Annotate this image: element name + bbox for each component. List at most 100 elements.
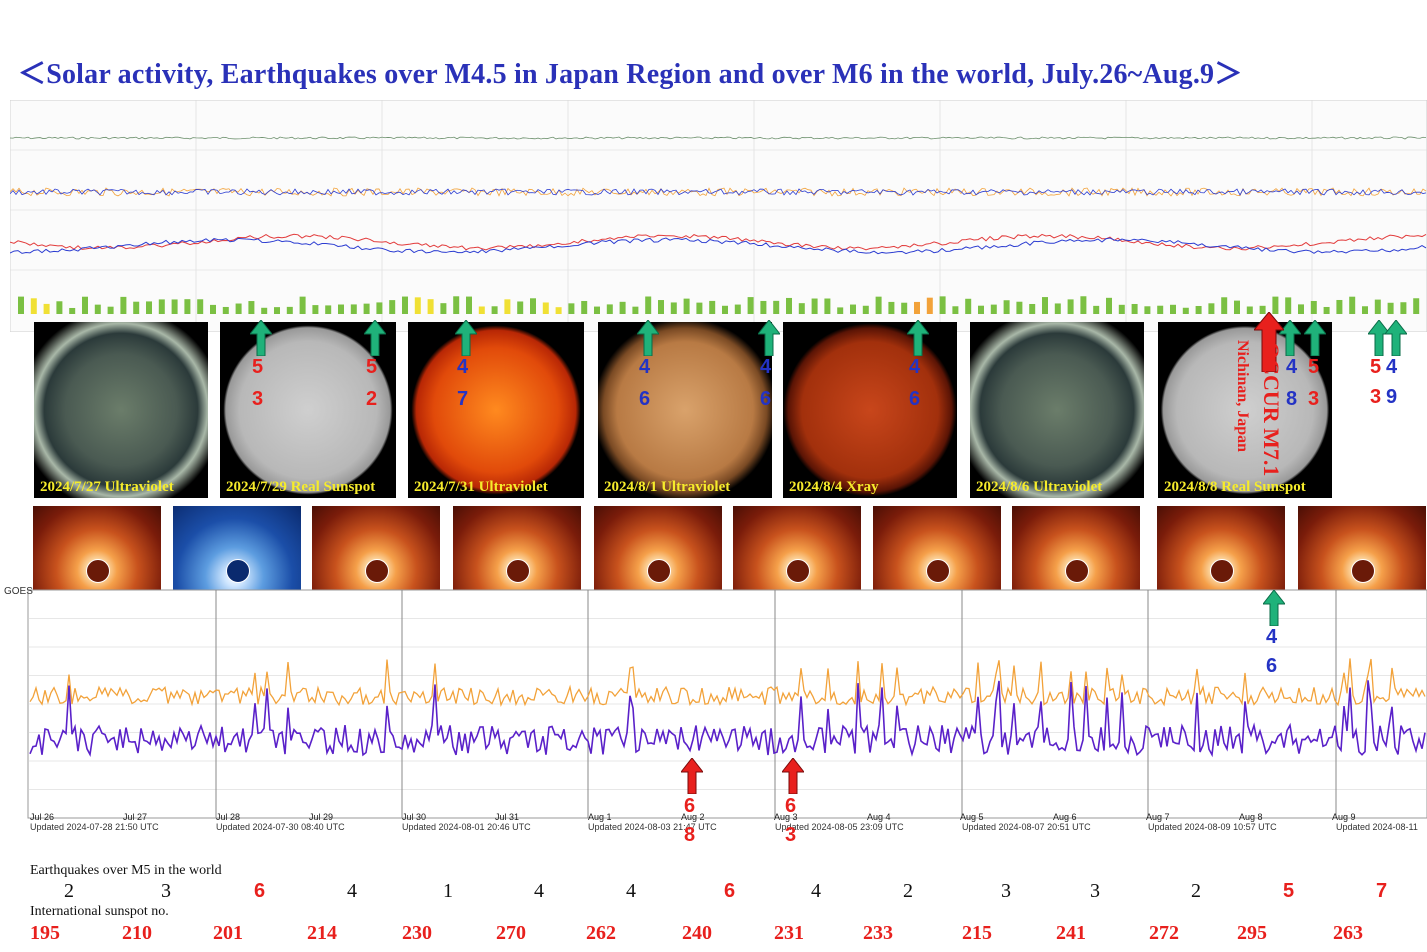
quake-world-count: 3	[1001, 880, 1011, 902]
quake-world-count: 3	[1090, 880, 1100, 902]
magnitude-digit: 4	[639, 356, 651, 378]
magnitude-digit: 2	[366, 388, 378, 410]
sunspot-number: 240	[682, 922, 712, 944]
magnitude-digit: 5	[252, 356, 264, 378]
solar-image-caption: 2024/8/1 Ultraviolet	[604, 479, 731, 495]
magnitude-digit: 3	[785, 824, 797, 846]
quake-world-count: 2	[64, 880, 74, 902]
sunspot-label: International sunspot no.	[30, 904, 169, 919]
occur-label: OCCUR M7.1	[1259, 342, 1284, 476]
occulter-disk	[1065, 559, 1089, 583]
solar-image-3: 2024/7/31 Ultraviolet	[408, 322, 584, 498]
magnitude-digit: 6	[639, 388, 651, 410]
sunspot-number: 201	[213, 922, 243, 944]
occulter-disk	[786, 559, 810, 583]
magnitude-digit: 4	[909, 356, 921, 378]
magnitude-digit: 4	[1386, 356, 1398, 378]
xray-tick-label: Aug 4	[867, 812, 891, 822]
green-arrow-10	[1385, 320, 1407, 356]
xray-tick-label: Jul 28	[216, 812, 241, 822]
xray-tick-label: Jul 27	[123, 812, 148, 822]
sunspot-number: 272	[1149, 922, 1179, 944]
quake-world-count: 4	[626, 880, 636, 902]
magnitude-digit: 3	[1370, 386, 1382, 408]
occulter-disk	[647, 559, 671, 583]
green-arrow-occur-below	[1263, 590, 1285, 626]
magnitude-digit: 5	[1308, 356, 1320, 378]
space-weather-strip	[10, 100, 1427, 332]
solar-image-7: 2024/8/8 Real Sunspot	[1158, 322, 1332, 498]
magnitude-digit: 4	[760, 356, 772, 378]
quake-world-count: 5	[1283, 880, 1295, 902]
xray-tick-label: Aug 9	[1332, 812, 1356, 822]
red-arrow-xray-2	[782, 758, 804, 794]
quake-world-count: 7	[1376, 880, 1388, 902]
magnitude-digit: 4	[457, 356, 469, 378]
quake-world-count: 2	[1191, 880, 1201, 902]
quake-world-count: 4	[347, 880, 357, 902]
magnitude-digit: 3	[1308, 388, 1320, 410]
sunspot-number: 195	[30, 922, 60, 944]
green-arrow-2	[364, 320, 386, 356]
xray-tick-label: Aug 8	[1239, 812, 1263, 822]
occulter-disk	[226, 559, 250, 583]
solar-image-caption: 2024/7/29 Real Sunspot	[226, 479, 376, 495]
quake-world-count: 3	[161, 880, 171, 902]
solar-image-6: 2024/8/6 Ultraviolet	[970, 322, 1144, 498]
magnitude-digit: 6	[785, 795, 797, 817]
xray-tick-label: Aug 5	[960, 812, 984, 822]
sunspot-number: 215	[962, 922, 992, 944]
magnitude-digit: 5	[366, 356, 378, 378]
sunspot-number: 295	[1237, 922, 1267, 944]
magnitude-digit: 7	[457, 388, 469, 410]
magnitude-digit: 3	[252, 388, 264, 410]
sunspot-number: 263	[1333, 922, 1363, 944]
green-arrow-1	[250, 320, 272, 356]
magnitude-digit: 6	[1266, 655, 1278, 677]
svg-text:OCCUR M7.1: OCCUR M7.1	[1259, 342, 1284, 476]
green-arrow-3	[455, 320, 477, 356]
quake-world-count: 6	[254, 880, 266, 902]
occulter-disk	[926, 559, 950, 583]
magnitude-digit: 6	[684, 795, 696, 817]
sunspot-number: 230	[402, 922, 432, 944]
red-arrow-xray-1	[681, 758, 703, 794]
xray-tick-label: Jul 30	[402, 812, 427, 822]
xray-tick-label: Jul 26	[30, 812, 55, 822]
quake-world-count: 1	[443, 880, 453, 902]
green-arrow-4	[637, 320, 659, 356]
xray-updated-label: Updated 2024-08-05 23:09 UTC	[775, 822, 904, 832]
sunspot-number: 241	[1056, 922, 1086, 944]
sunspot-number: 231	[774, 922, 804, 944]
xray-updated-label: Updated 2024-08-03 21:47 UTC	[588, 822, 717, 832]
magnitude-digit: 8	[1286, 388, 1298, 410]
xray-tick-label: Aug 1	[588, 812, 612, 822]
green-arrow-6	[907, 320, 929, 356]
magnitude-digit: 9	[1386, 386, 1398, 408]
goes-short-channel-line	[29, 680, 1426, 758]
goes-label: GOES	[4, 586, 33, 597]
magnitude-digit: 5	[1370, 356, 1382, 378]
solar-image-caption: 2024/7/31 Ultraviolet	[414, 479, 548, 495]
magnitude-digit: 4	[1286, 356, 1298, 378]
sunspot-number: 210	[122, 922, 152, 944]
xray-updated-label: Updated 2024-08-11	[1336, 822, 1418, 832]
quake-world-count: 4	[811, 880, 821, 902]
xray-updated-label: Updated 2024-08-07 20:51 UTC	[962, 822, 1091, 832]
xray-tick-label: Aug 7	[1146, 812, 1170, 822]
solar-image-caption: 2024/7/27 Ultraviolet	[40, 479, 174, 495]
quake-world-count: 2	[903, 880, 913, 902]
xray-tick-label: Jul 29	[309, 812, 334, 822]
xray-tick-label: Aug 2	[681, 812, 705, 822]
sunspot-number: 233	[863, 922, 893, 944]
magnitude-digit: 8	[684, 824, 696, 846]
sunspot-number: 214	[307, 922, 337, 944]
quake-world-count: 6	[724, 880, 736, 902]
solar-image-caption: 2024/8/8 Real Sunspot	[1164, 479, 1306, 495]
page-title: ＜Solar activity, Earthquakes over M4.5 i…	[18, 59, 1243, 90]
xray-updated-label: Updated 2024-08-01 20:46 UTC	[402, 822, 531, 832]
occulter-disk	[1210, 559, 1234, 583]
xray-tick-label: Aug 6	[1053, 812, 1077, 822]
occulter-disk	[365, 559, 389, 583]
occulter-disk	[1351, 559, 1375, 583]
